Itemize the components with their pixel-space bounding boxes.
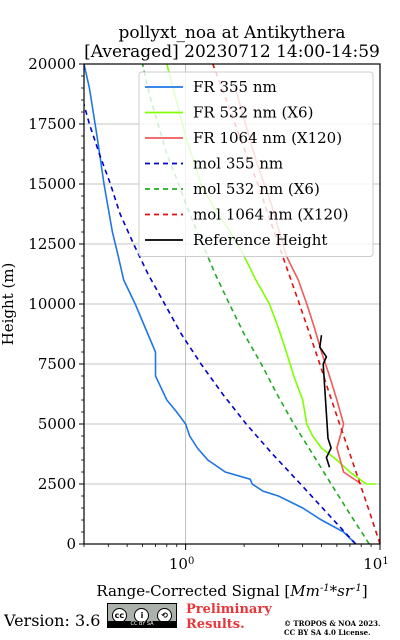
y-tick-label: 17500 bbox=[28, 115, 76, 133]
preliminary-line1: Preliminary bbox=[186, 602, 272, 617]
series-line-mol-355-nm bbox=[84, 101, 357, 544]
copyright-line2: CC BY SA 4.0 License. bbox=[284, 628, 371, 637]
figure: pollyxt_noa at Antikythera [Averaged] 20… bbox=[0, 23, 389, 600]
preliminary-line2: Results. bbox=[186, 617, 245, 632]
y-tick-label: 10000 bbox=[28, 295, 76, 313]
series-line-fr-355-nm bbox=[84, 64, 357, 544]
y-tick-label: 7500 bbox=[38, 355, 76, 373]
x-axis-label-unit: Mm-1*sr-1 bbox=[289, 582, 361, 600]
y-tick-label: 5000 bbox=[38, 415, 76, 433]
legend-label: Reference Height bbox=[193, 231, 327, 249]
y-tick-label: 0 bbox=[66, 535, 76, 553]
plot-area: 0 2500 5000 7500 10000 12500 15000 17500 20000 1… bbox=[28, 55, 389, 573]
y-axis-ticks: 0 2500 5000 7500 10000 12500 15000 17500 20000 bbox=[28, 55, 84, 553]
x-axis-ticks: 100 101 bbox=[83, 544, 389, 573]
legend-label: mol 1064 nm (X120) bbox=[193, 206, 348, 224]
cc-badge-strip: CC BY SA bbox=[108, 621, 176, 627]
legend-box bbox=[138, 71, 374, 257]
chart-title-line2: [Averaged] 20230712 14:00-14:59 bbox=[84, 42, 380, 62]
x-tick-label: 100 bbox=[169, 555, 194, 573]
legend-label: mol 532 nm (X6) bbox=[193, 180, 320, 198]
copyright-line1: © TROPOS & NOA 2023. bbox=[284, 619, 381, 628]
y-tick-label: 20000 bbox=[28, 55, 76, 73]
cc-badge-text: CC BY SA bbox=[130, 621, 154, 627]
y-tick-label: 15000 bbox=[28, 175, 76, 193]
legend-label: FR 532 nm (X6) bbox=[193, 104, 313, 122]
x-axis-label-suffix: ] bbox=[362, 582, 368, 600]
preliminary-notice: Preliminary Results. bbox=[186, 602, 272, 632]
y-axis-label: Height (m) bbox=[0, 263, 17, 346]
legend-label: mol 355 nm bbox=[193, 155, 283, 173]
y-tick-label: 2500 bbox=[38, 475, 76, 493]
x-axis-label: Range-Corrected Signal [Mm-1*sr-1] bbox=[96, 582, 367, 600]
sa-icon: ⟲ bbox=[157, 608, 173, 623]
x-tick-label: 101 bbox=[363, 555, 388, 573]
series-line-reference-height bbox=[318, 335, 332, 468]
x-axis-label-prefix: Range-Corrected Signal [ bbox=[96, 582, 290, 600]
version-label: Version: 3.6 bbox=[4, 611, 101, 630]
legend-label: FR 355 nm bbox=[193, 78, 277, 96]
series-line-mol-1064-nm-x120 bbox=[211, 64, 380, 544]
by-icon: i bbox=[134, 608, 150, 623]
legend-label: FR 1064 nm (X120) bbox=[193, 129, 342, 147]
cc-license-badge[interactable]: cc i ⟲ CC BY SA bbox=[107, 603, 177, 628]
copyright-notice: © TROPOS & NOA 2023. CC BY SA 4.0 Licens… bbox=[284, 619, 380, 637]
chart-title-line1: pollyxt_noa at Antikythera bbox=[118, 23, 345, 43]
legend: FR 355 nm FR 532 nm (X6) FR 1064 nm (X120)… bbox=[138, 71, 374, 257]
y-tick-label: 12500 bbox=[28, 235, 76, 253]
